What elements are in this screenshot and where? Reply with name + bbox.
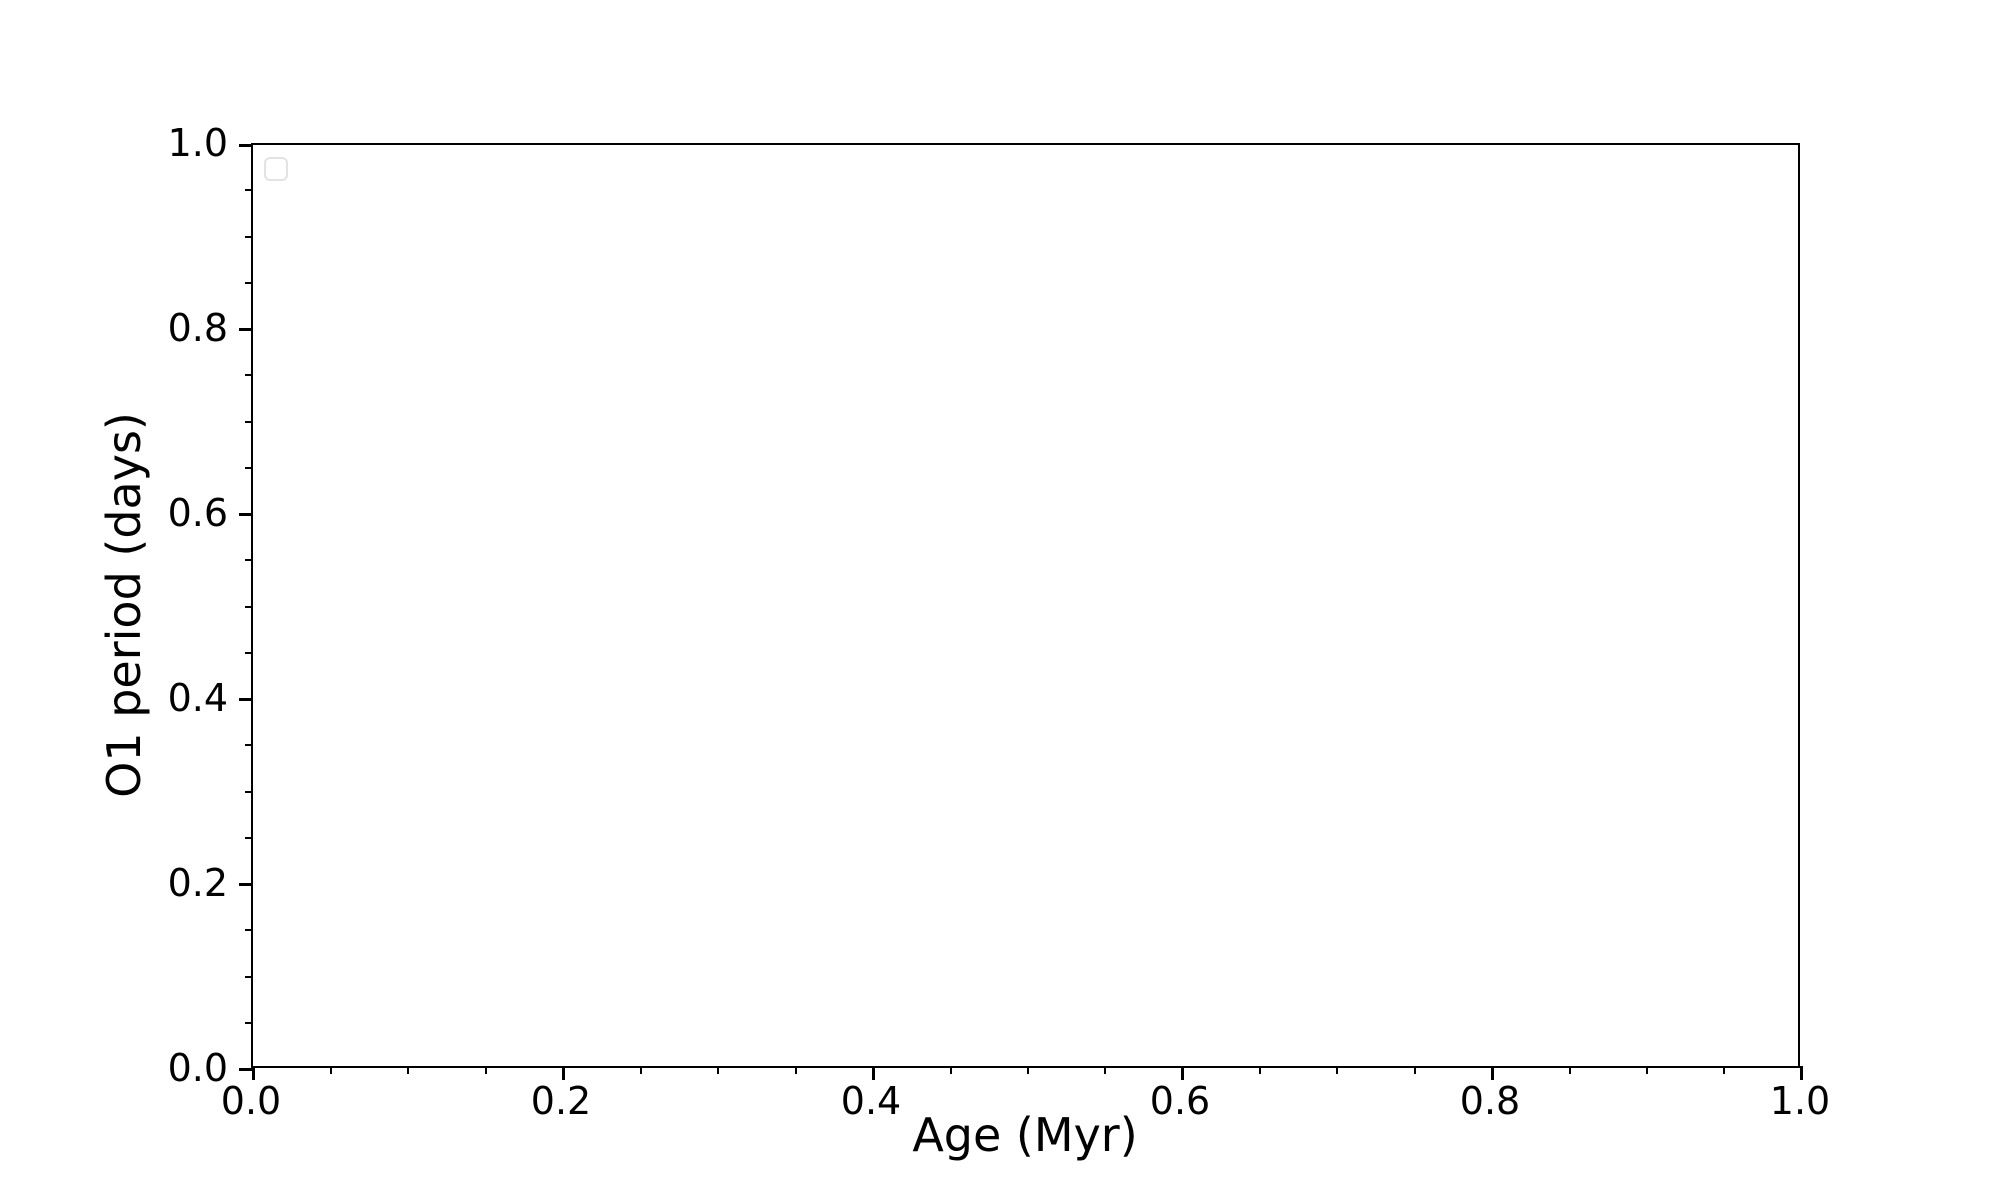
x-tick-label: 0.8 <box>1459 1079 1521 1123</box>
x-minor-tick <box>1336 1066 1338 1074</box>
x-major-tick <box>1800 1066 1803 1080</box>
y-minor-tick <box>245 791 253 793</box>
x-minor-tick <box>1646 1066 1648 1074</box>
x-minor-tick <box>950 1066 952 1074</box>
x-minor-tick <box>640 1066 642 1074</box>
x-minor-tick <box>795 1066 797 1074</box>
y-major-tick <box>239 328 253 331</box>
x-major-tick <box>252 1066 255 1080</box>
x-minor-tick <box>1723 1066 1725 1074</box>
y-minor-tick <box>245 374 253 376</box>
x-minor-tick <box>485 1066 487 1074</box>
y-tick-label: 0.8 <box>167 306 228 350</box>
y-minor-tick <box>245 282 253 284</box>
plot-area[interactable] <box>239 143 1803 1080</box>
x-tick-label: 0.2 <box>530 1079 592 1123</box>
x-minor-tick <box>1259 1066 1261 1074</box>
y-minor-tick <box>245 606 253 608</box>
y-major-tick <box>239 883 253 886</box>
x-minor-tick <box>330 1066 332 1074</box>
y-minor-tick <box>245 421 253 423</box>
y-minor-tick <box>245 467 253 469</box>
y-major-tick <box>239 1068 253 1071</box>
y-minor-tick <box>245 929 253 931</box>
y-minor-tick <box>245 236 253 238</box>
y-minor-tick <box>245 652 253 654</box>
x-minor-tick <box>1027 1066 1029 1074</box>
x-minor-tick <box>1104 1066 1106 1074</box>
x-minor-tick <box>407 1066 409 1074</box>
y-minor-tick <box>245 744 253 746</box>
x-major-tick <box>1181 1066 1184 1080</box>
x-tick-label: 0.6 <box>1149 1079 1211 1123</box>
y-axis-label: O1 period (days) <box>97 412 151 798</box>
x-major-tick <box>1491 1066 1494 1080</box>
x-major-tick <box>872 1066 875 1080</box>
x-minor-tick <box>1569 1066 1571 1074</box>
y-tick-label: 1.0 <box>167 121 228 165</box>
y-tick-label: 0.2 <box>167 861 228 905</box>
y-minor-tick <box>245 559 253 561</box>
x-minor-tick <box>1414 1066 1416 1074</box>
x-major-tick <box>562 1066 565 1080</box>
y-tick-label: 0.0 <box>167 1046 228 1090</box>
y-minor-tick <box>245 837 253 839</box>
x-tick-label: 0.0 <box>220 1079 282 1123</box>
x-tick-label: 0.4 <box>840 1079 902 1123</box>
y-tick-label: 0.4 <box>167 676 228 720</box>
y-tick-label: 0.6 <box>167 491 228 535</box>
y-major-tick <box>239 144 253 147</box>
y-minor-tick <box>245 976 253 978</box>
legend[interactable] <box>264 157 288 181</box>
y-major-tick <box>239 513 253 516</box>
x-axis-label: Age (Myr) <box>912 1108 1138 1162</box>
y-minor-tick <box>245 1022 253 1024</box>
y-minor-tick <box>245 189 253 191</box>
x-minor-tick <box>717 1066 719 1074</box>
x-tick-label: 1.0 <box>1769 1079 1831 1123</box>
y-major-tick <box>239 698 253 701</box>
